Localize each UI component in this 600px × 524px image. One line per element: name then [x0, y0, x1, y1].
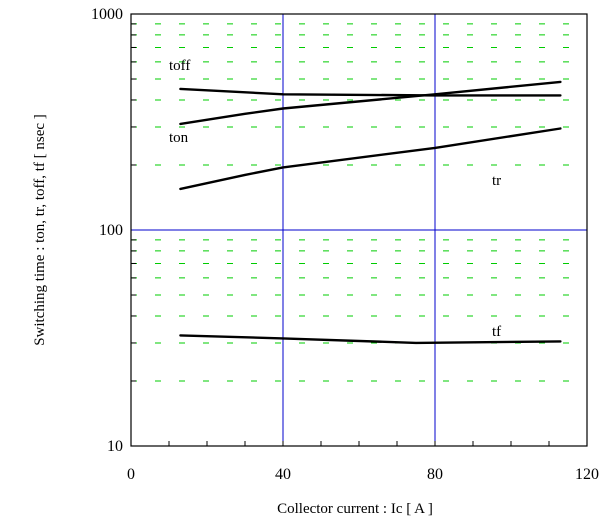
series-label-tf: tf [492, 324, 501, 340]
x-axis-ticks: 0 40 80 120 [127, 441, 599, 483]
series-label-toff: toff [169, 58, 190, 74]
series-labels: toff ton tr tf [169, 58, 501, 340]
series-line-toff [179, 87, 562, 97]
series-lines [179, 80, 562, 345]
major-grid [131, 14, 587, 446]
series-line-tr [179, 127, 562, 191]
x-tick-label: 40 [275, 466, 291, 483]
series-line-tf [179, 334, 562, 345]
y-tick-label: 1000 [91, 6, 123, 23]
y-axis-title: Switching time : ton, tr, toff, tf [ nse… [32, 114, 48, 346]
y-tick-label: 100 [99, 222, 123, 239]
series-label-ton: ton [169, 130, 189, 146]
minor-grid [131, 23, 587, 382]
x-tick-label: 0 [127, 466, 135, 483]
y-tick-label: 10 [107, 438, 123, 455]
y-axis-ticks: 10 100 1000 [91, 6, 136, 455]
x-tick-label: 80 [427, 466, 443, 483]
series-label-tr: tr [492, 173, 501, 189]
series-line-ton [179, 80, 562, 126]
x-axis-title: Collector current : Ic [ A ] [277, 501, 433, 517]
x-tick-label: 120 [575, 466, 599, 483]
